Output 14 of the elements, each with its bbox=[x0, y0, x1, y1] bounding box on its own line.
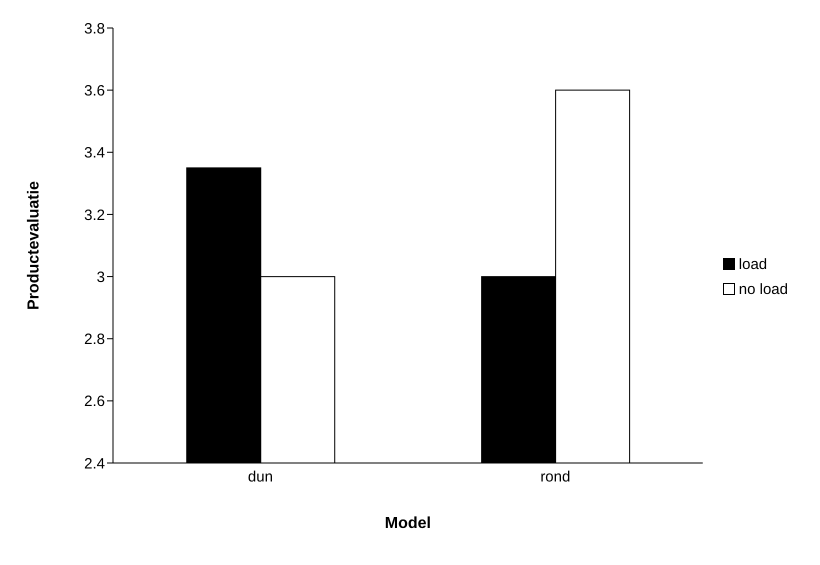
legend-label: load bbox=[738, 256, 768, 272]
y-tick-label: 3.6 bbox=[84, 82, 105, 100]
y-tick-label: 3.2 bbox=[84, 206, 105, 224]
y-tick-label: 3.8 bbox=[84, 20, 105, 38]
x-tick-label: dun bbox=[248, 468, 273, 486]
legend-label: no load bbox=[738, 280, 788, 298]
x-axis-title: Model bbox=[384, 515, 431, 532]
y-tick-label: 3.4 bbox=[84, 144, 105, 162]
y-tick-label: 2.4 bbox=[84, 455, 105, 472]
x-tick-label: rond bbox=[540, 468, 570, 486]
y-axis-title: Productevaluatie bbox=[26, 180, 43, 310]
y-tick-label: 2.6 bbox=[84, 393, 105, 410]
y-tick-label: 3 bbox=[96, 268, 105, 286]
y-tick-label: 2.8 bbox=[84, 331, 105, 348]
